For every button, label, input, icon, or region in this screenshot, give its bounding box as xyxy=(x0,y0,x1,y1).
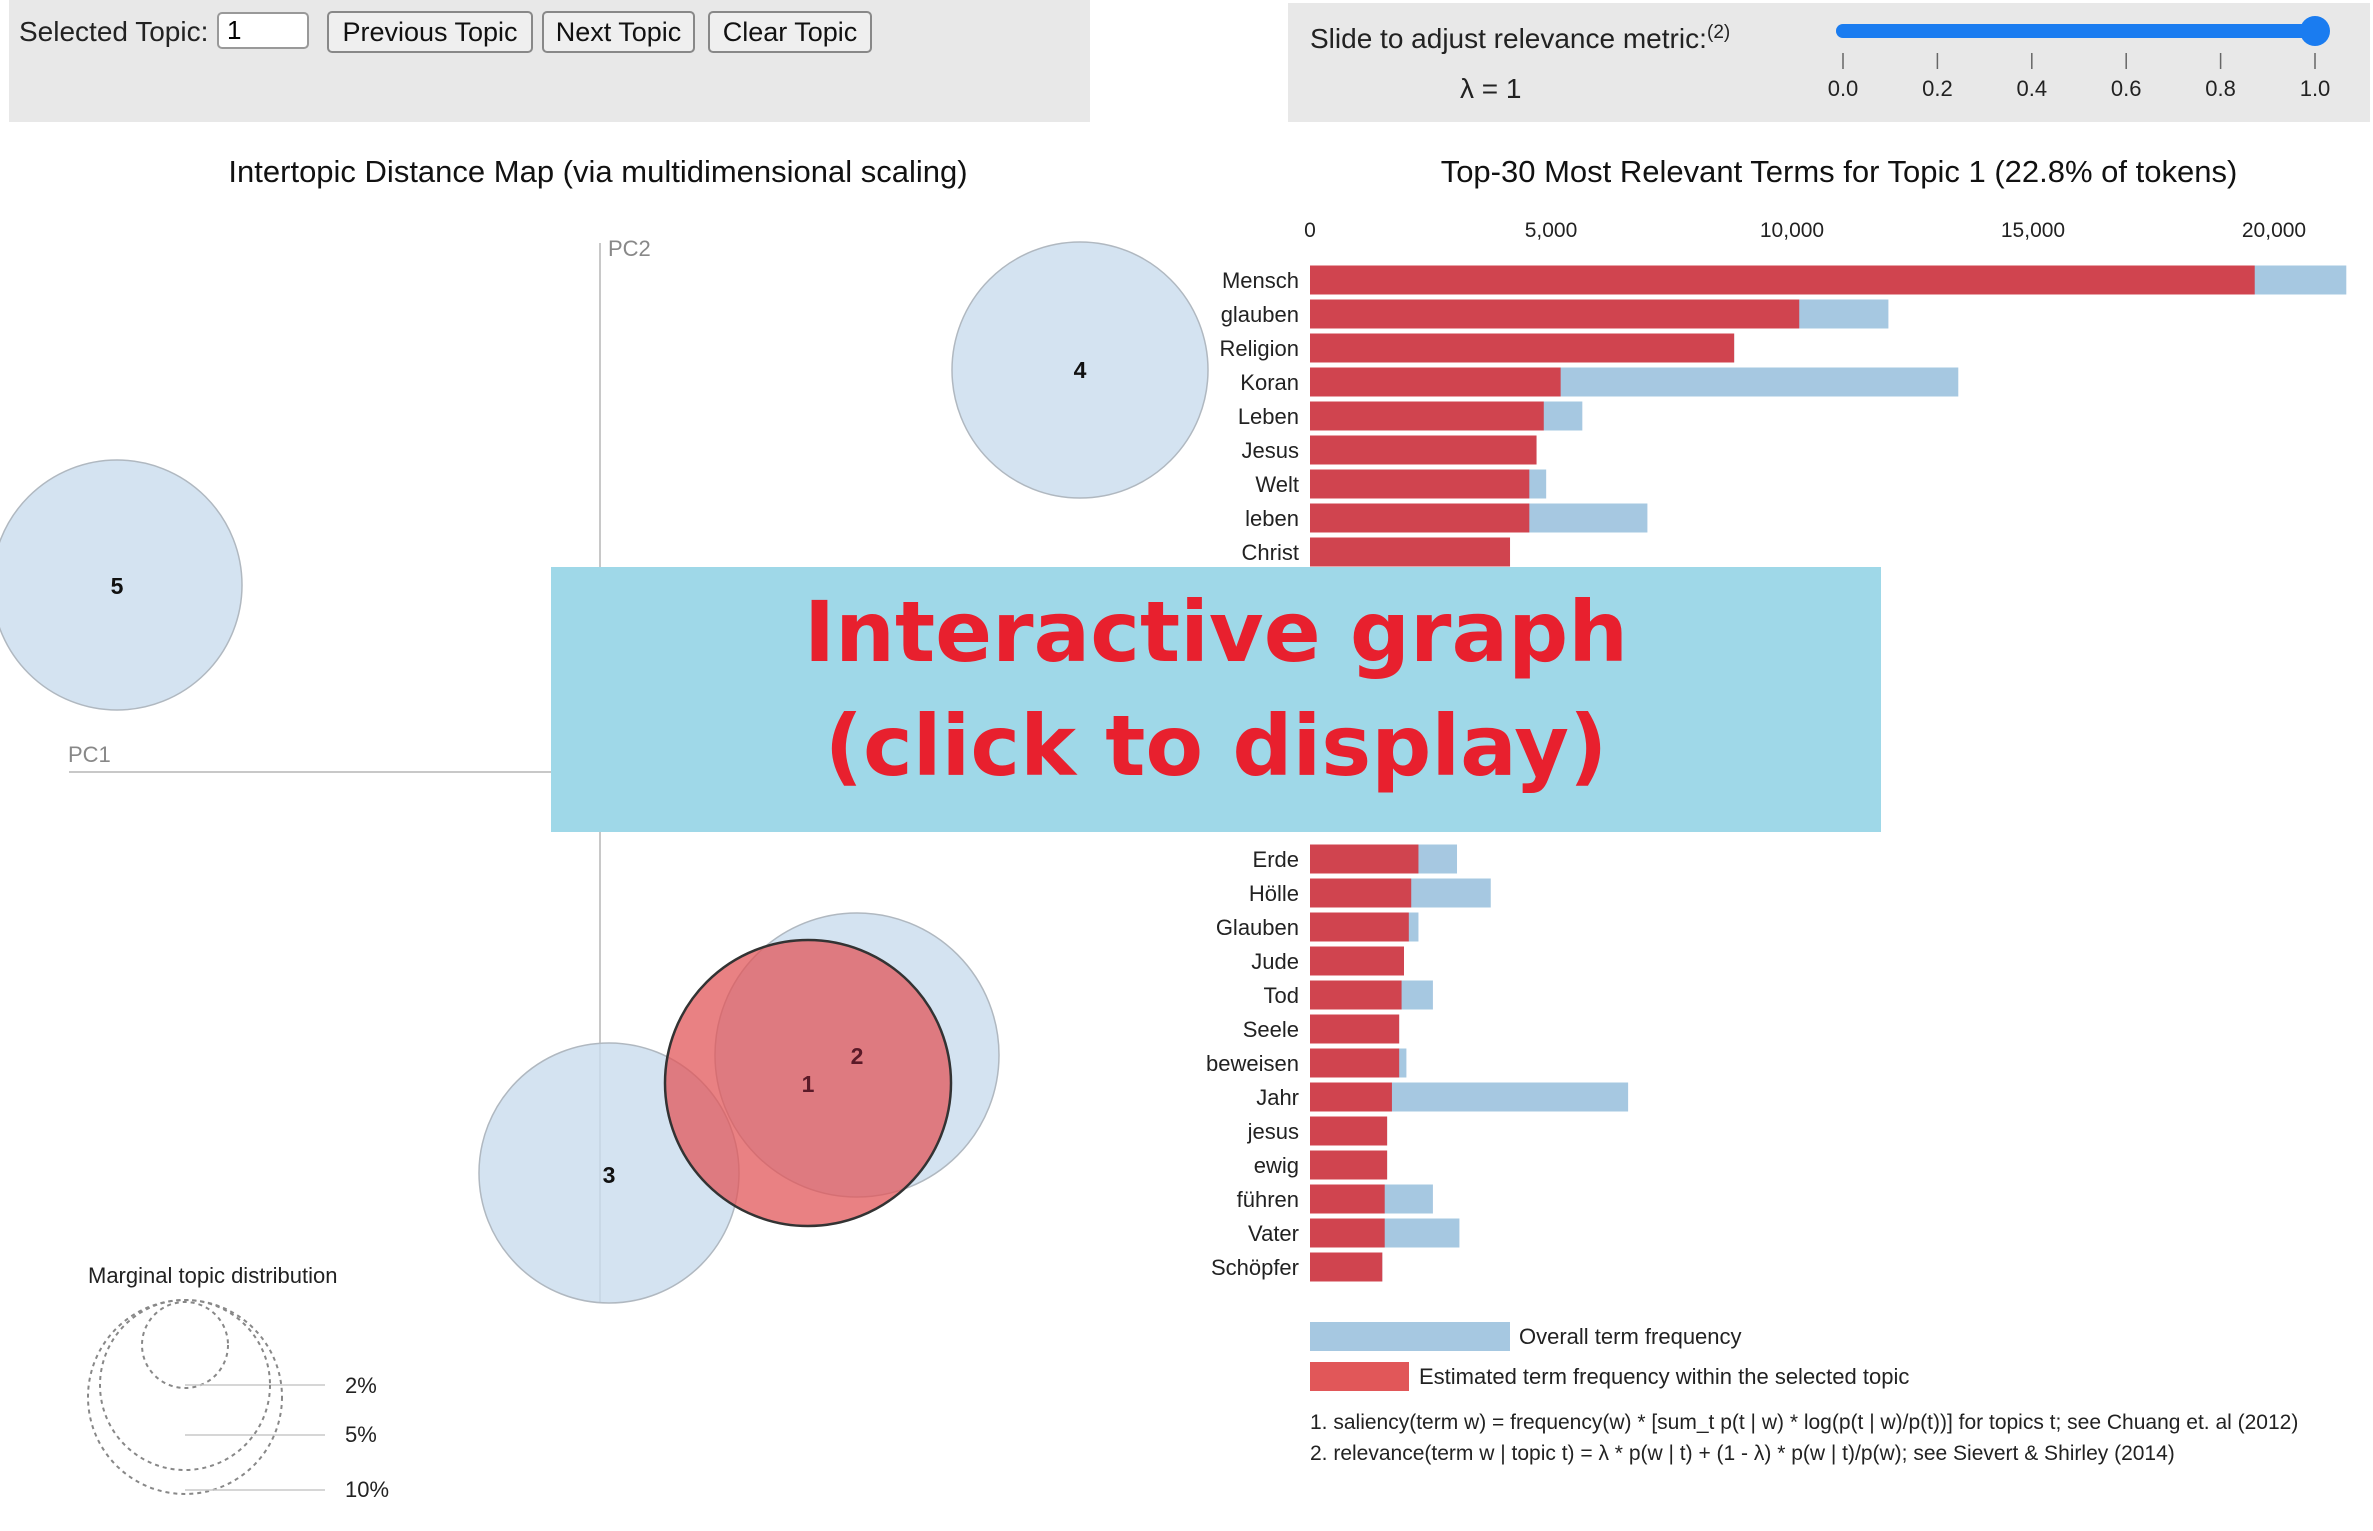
term-label: ewig xyxy=(1254,1153,1299,1178)
bar-topic-Welt xyxy=(1310,469,1530,499)
bar-x-tick-label: 15,000 xyxy=(2001,219,2065,242)
relevance-panel: Slide to adjust relevance metric: (2) λ … xyxy=(1288,3,2370,122)
slider-tick-label: 0.2 xyxy=(1922,76,1953,101)
marginal-legend-label: 2% xyxy=(345,1373,377,1398)
bar-topic-Seele xyxy=(1310,1014,1400,1044)
bar-topic-Hölle xyxy=(1310,878,1412,908)
slider-tick-label: 0.8 xyxy=(2205,76,2236,101)
bar-topic-Glauben xyxy=(1310,912,1409,942)
bar-x-tick-label: 0 xyxy=(1304,219,1316,242)
bar-topic-glauben xyxy=(1310,299,1800,329)
clear-topic-button[interactable]: Clear Topic xyxy=(708,11,872,53)
term-label: Erde xyxy=(1253,847,1299,872)
previous-topic-button[interactable]: Previous Topic xyxy=(327,11,533,53)
term-label: Mensch xyxy=(1222,268,1299,293)
bar-topic-Schöpfer xyxy=(1310,1252,1383,1282)
term-label: Tod xyxy=(1264,983,1299,1008)
footnote-2: 2. relevance(term w | topic t) = λ * p(w… xyxy=(1310,1442,2175,1465)
legend-overall-swatch xyxy=(1310,1322,1510,1351)
bar-topic-ewig xyxy=(1310,1150,1388,1180)
relevance-footnote-ref: (2) xyxy=(1707,22,1731,43)
topic-label-5: 5 xyxy=(111,573,124,599)
bar-topic-Erde xyxy=(1310,844,1419,874)
term-label: Seele xyxy=(1243,1017,1299,1042)
bar-topic-Leben xyxy=(1310,401,1544,431)
interactive-graph-overlay[interactable]: Interactive graph (click to display) xyxy=(551,567,1881,832)
bar-x-tick-label: 5,000 xyxy=(1525,219,1578,242)
topic-circle-5 xyxy=(0,459,243,711)
bar-chart-title: Top-30 Most Relevant Terms for Topic 1 (… xyxy=(1441,154,2238,189)
legend-topic-swatch xyxy=(1310,1362,1409,1391)
bar-topic-Jude xyxy=(1310,946,1404,976)
bar-topic-beweisen xyxy=(1310,1048,1400,1078)
slider-tick-label: 1.0 xyxy=(2300,76,2331,101)
topic-label-4: 4 xyxy=(1074,357,1087,383)
marginal-legend-circle xyxy=(87,1299,283,1495)
selected-topic-input[interactable] xyxy=(217,12,309,49)
selected-topic-label: Selected Topic: xyxy=(19,16,209,47)
overlay-line-2: (click to display) xyxy=(824,697,1608,795)
marginal-legend-circle xyxy=(141,1301,229,1389)
marginal-legend-label: 10% xyxy=(345,1477,389,1502)
slider-tick-label: 0.0 xyxy=(1828,76,1859,101)
bar-x-tick-label: 10,000 xyxy=(1760,219,1824,242)
term-label: Leben xyxy=(1238,404,1299,429)
bar-topic-Tod xyxy=(1310,980,1402,1010)
term-label: führen xyxy=(1237,1187,1299,1212)
term-label: Hölle xyxy=(1249,881,1299,906)
relevance-label: Slide to adjust relevance metric: xyxy=(1310,23,1707,54)
marginal-legend-title: Marginal topic distribution xyxy=(88,1263,337,1288)
bar-topic-Mensch xyxy=(1310,265,2255,295)
map-title: Intertopic Distance Map (via multidimens… xyxy=(228,154,967,189)
marginal-legend-label: 5% xyxy=(345,1422,377,1447)
term-label: Welt xyxy=(1255,472,1299,497)
legend-topic-label: Estimated term frequency within the sele… xyxy=(1419,1364,1909,1389)
pc1-axis-label: PC1 xyxy=(68,742,111,767)
relevance-slider[interactable]: 0.0 0.2 0.4 0.6 0.8 1.0 xyxy=(1818,3,2358,113)
bar-topic-jesus xyxy=(1310,1116,1388,1146)
bar-topic-leben xyxy=(1310,503,1530,533)
term-label: Schöpfer xyxy=(1211,1255,1299,1280)
term-label: Jesus xyxy=(1242,438,1299,463)
slider-knob[interactable] xyxy=(2300,16,2330,46)
overlay-line-1: Interactive graph xyxy=(803,583,1629,681)
bar-topic-Vater xyxy=(1310,1218,1385,1248)
bar-topic-Religion xyxy=(1310,333,1735,363)
term-label: Vater xyxy=(1248,1221,1299,1246)
marginal-legend-circle xyxy=(99,1299,271,1471)
slider-tick-label: 0.6 xyxy=(2111,76,2142,101)
topic-circle-4 xyxy=(951,241,1209,499)
topic-control-panel: Selected Topic: Previous Topic Next Topi… xyxy=(9,0,1090,122)
term-label: Koran xyxy=(1240,370,1299,395)
topic-label-2: 2 xyxy=(851,1043,864,1069)
topic-circle-1 xyxy=(663,938,953,1228)
bar-topic-Jesus xyxy=(1310,435,1537,465)
term-label: Jude xyxy=(1251,949,1299,974)
term-label: glauben xyxy=(1221,302,1299,327)
term-label: Glauben xyxy=(1216,915,1299,940)
bar-topic-Christ xyxy=(1310,537,1511,567)
topic-label-3: 3 xyxy=(603,1162,616,1188)
top-terms-bar-chart: Top-30 Most Relevant Terms for Topic 1 (… xyxy=(1206,154,2347,1465)
bar-topic-Koran xyxy=(1310,367,1561,397)
bar-topic-Jahr xyxy=(1310,1082,1392,1112)
term-label: Religion xyxy=(1220,336,1300,361)
term-label: Christ xyxy=(1242,540,1299,565)
term-label: Jahr xyxy=(1256,1085,1299,1110)
slider-tick-label: 0.4 xyxy=(2017,76,2048,101)
footnote-1: 1. saliency(term w) = frequency(w) * [su… xyxy=(1310,1411,2298,1434)
topic-label-1: 1 xyxy=(802,1071,815,1097)
term-label: leben xyxy=(1245,506,1299,531)
legend-overall-label: Overall term frequency xyxy=(1519,1324,1742,1349)
bar-topic-führen xyxy=(1310,1184,1385,1214)
next-topic-button[interactable]: Next Topic xyxy=(542,11,695,53)
term-label: jesus xyxy=(1247,1119,1299,1144)
bar-x-tick-label: 20,000 xyxy=(2242,219,2306,242)
lambda-value-text: λ = 1 xyxy=(1460,73,1522,104)
term-label: beweisen xyxy=(1206,1051,1299,1076)
pc2-axis-label: PC2 xyxy=(608,236,651,261)
